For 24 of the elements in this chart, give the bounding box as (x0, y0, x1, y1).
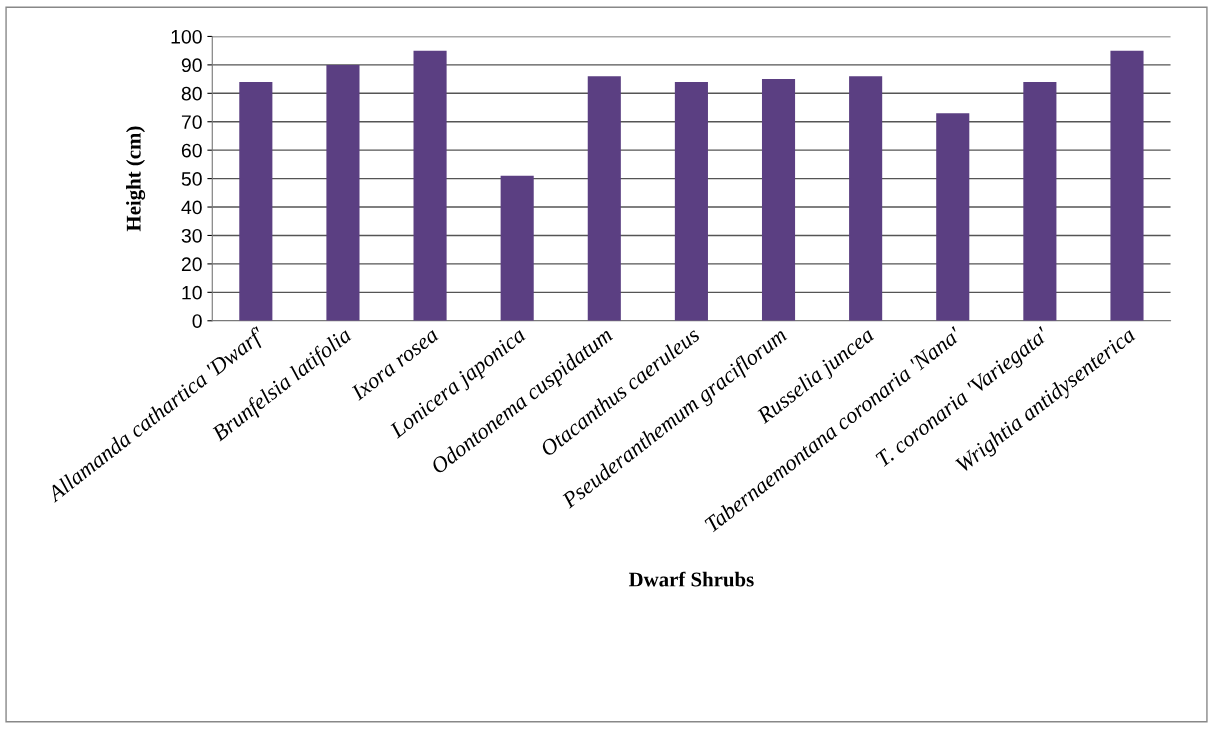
bar (674, 81, 708, 321)
bar (1110, 50, 1144, 321)
bar (413, 50, 447, 321)
y-tick-label: 20 (181, 257, 202, 272)
bar (936, 113, 970, 321)
bar (239, 81, 273, 321)
y-axis-title: Height (cm) (126, 126, 146, 232)
y-tick-label: 50 (181, 172, 202, 186)
bar (849, 76, 883, 321)
bar (587, 76, 621, 321)
y-tick-label: 40 (181, 200, 202, 215)
y-tick-label: 60 (181, 143, 202, 158)
bar (500, 175, 534, 321)
bar (326, 64, 360, 321)
y-tick-label: 90 (181, 58, 202, 73)
y-tick-label: 10 (182, 285, 202, 300)
x-axis-title: Dwarf Shrubs (628, 571, 754, 587)
bar (761, 79, 796, 321)
y-tick-label: 0 (192, 314, 202, 328)
y-tick-label: 70 (181, 115, 202, 129)
y-tick-label: 30 (181, 228, 202, 243)
y-tick-label: 100 (171, 29, 202, 44)
y-tick-label: 80 (181, 86, 202, 101)
bar (1023, 81, 1057, 321)
